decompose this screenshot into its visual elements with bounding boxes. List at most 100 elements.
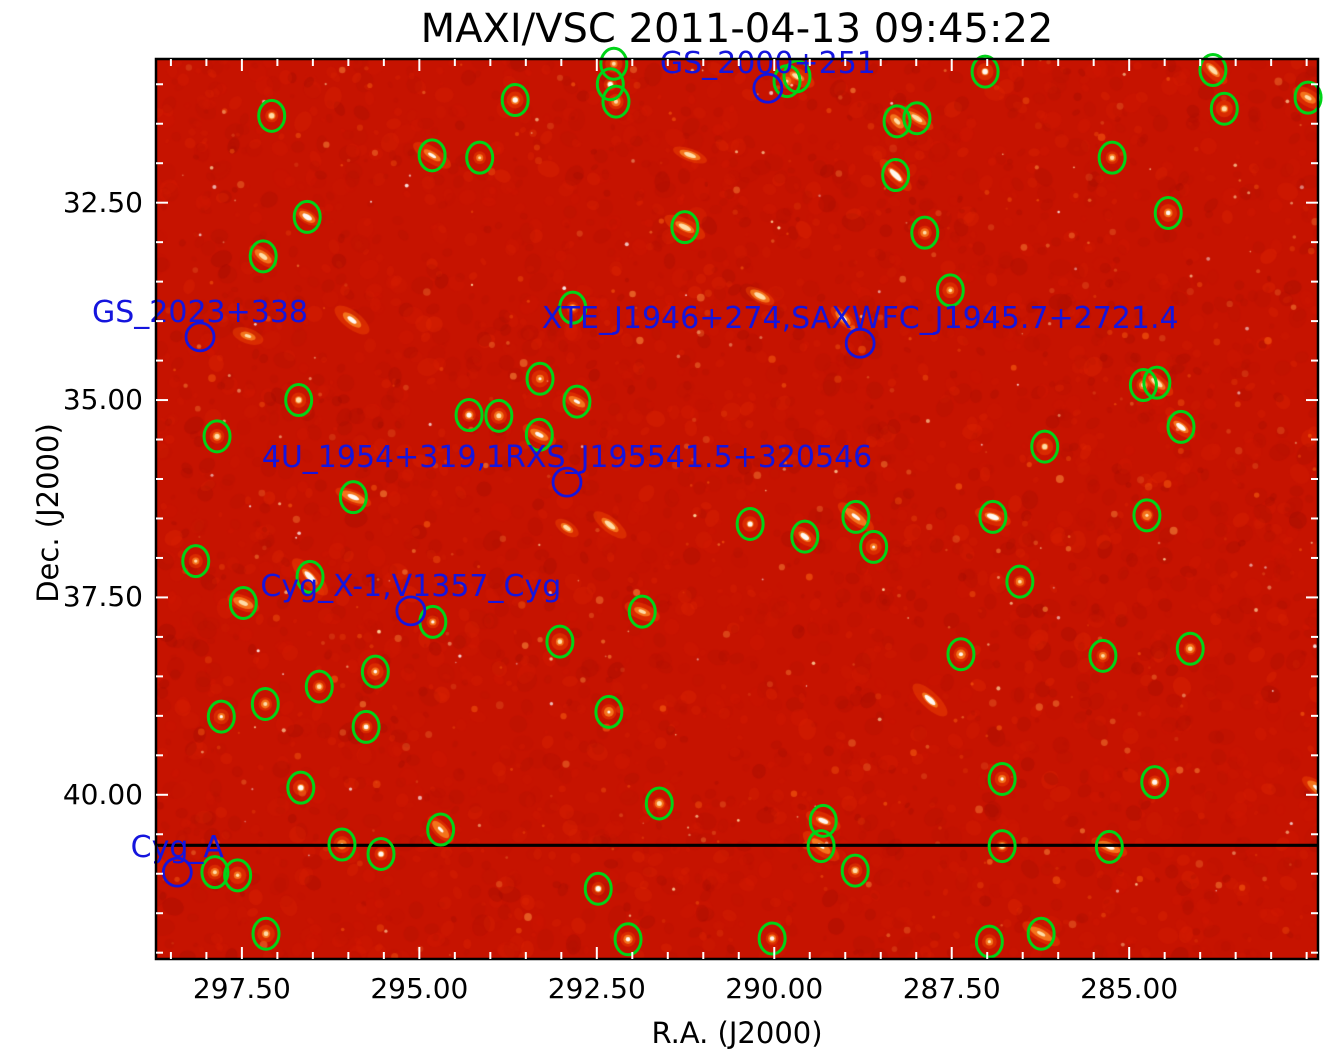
detection-circle — [841, 499, 871, 534]
detection-circle — [200, 855, 230, 890]
detection-circle — [1175, 631, 1205, 666]
labeled-source-circle — [844, 327, 876, 359]
y-tick-label: 32.50 — [62, 185, 143, 219]
detection-circle — [1166, 409, 1196, 444]
detection-circle — [562, 384, 592, 419]
source-label: GS_2000+251 — [660, 46, 876, 81]
detection-circle — [223, 858, 253, 893]
labeled-source-circle — [161, 856, 193, 888]
detection-circle — [525, 361, 555, 396]
detection-circle — [360, 654, 390, 689]
detection-circle — [1005, 564, 1035, 599]
sky-image-canvas — [156, 59, 1318, 959]
detection-circle — [484, 398, 514, 433]
detection-circle — [1209, 91, 1239, 126]
source-label: XTE_J1946+274,SAXWFC_J1945.7+2721.4 — [542, 301, 1179, 336]
detection-circle — [524, 417, 554, 452]
detection-circle — [351, 709, 381, 744]
x-tick-label: 292.50 — [547, 972, 646, 1005]
detection-circle — [1142, 365, 1172, 400]
detection-circle — [257, 98, 287, 133]
detection-circle — [1088, 638, 1118, 673]
source-label: Cyg_A — [131, 830, 225, 865]
detection-circle — [595, 67, 625, 102]
source-label: Cyg_X-1,V1357_Cyg — [260, 569, 561, 604]
detection-circle — [970, 54, 1000, 89]
detection-circle — [1198, 53, 1228, 88]
detection-circle — [910, 215, 940, 250]
detection-circle — [935, 273, 965, 308]
detection-circle — [627, 594, 657, 629]
detection-circle — [426, 812, 456, 847]
detection-circle — [881, 158, 911, 193]
detection-circle — [613, 922, 643, 957]
detection-circle — [1140, 765, 1170, 800]
source-label: 4U_1954+319,1RXS_J195541.5+320546 — [262, 440, 873, 475]
plot-frame — [154, 57, 1320, 961]
x-axis-label: R.A. (J2000) — [651, 1016, 823, 1050]
detection-circle — [1097, 140, 1127, 175]
labeled-source-circle — [395, 595, 427, 627]
detection-circle — [1153, 195, 1183, 230]
detection-circle — [583, 871, 613, 906]
detection-circle — [882, 104, 912, 139]
detection-circle — [304, 669, 334, 704]
detection-circle — [454, 398, 484, 433]
x-tick-label: 297.50 — [192, 972, 291, 1005]
detection-circle — [1128, 368, 1158, 403]
detection-circle — [978, 499, 1008, 534]
detection-circle — [500, 83, 530, 118]
labeled-source-circle — [551, 466, 583, 498]
labeled-source-circle — [184, 321, 216, 353]
detection-circle — [251, 916, 281, 951]
y-tick-label: 35.00 — [62, 383, 143, 417]
detection-circle — [295, 559, 325, 594]
detection-circle — [248, 239, 278, 274]
detection-circle — [1026, 916, 1056, 951]
labeled-source-circle — [752, 72, 784, 104]
detection-circle — [338, 480, 368, 515]
x-tick-label: 287.50 — [902, 972, 1001, 1005]
detection-circle — [601, 84, 631, 119]
detection-circle — [206, 699, 236, 734]
detection-circle — [735, 507, 765, 541]
detection-circle — [859, 529, 889, 564]
detection-circle — [1094, 829, 1124, 864]
detection-circle — [974, 924, 1004, 959]
detection-circle — [465, 140, 495, 175]
detection-circle — [670, 210, 700, 245]
detection-circle — [1030, 429, 1060, 464]
detection-circle — [782, 59, 812, 94]
x-tick-label: 285.00 — [1080, 972, 1179, 1005]
detection-circle — [594, 694, 624, 729]
x-tick-label: 295.00 — [370, 972, 469, 1005]
detection-circle — [840, 853, 870, 888]
y-tick-label: 37.50 — [62, 580, 143, 614]
detection-circle — [806, 829, 836, 864]
detection-circle — [599, 46, 629, 81]
detection-circle — [366, 837, 396, 871]
detection-circle — [250, 687, 280, 721]
detection-circle — [987, 829, 1017, 864]
detection-circle — [902, 101, 932, 136]
detection-circle — [1132, 498, 1162, 533]
detection-circle — [181, 544, 211, 579]
detection-circle — [946, 637, 976, 672]
detection-circle — [327, 827, 357, 862]
detection-circle — [417, 138, 447, 173]
detection-circle — [558, 290, 588, 325]
detection-circle — [644, 786, 674, 821]
detection-circle — [1293, 80, 1323, 115]
detection-circle — [790, 519, 820, 554]
detection-circle — [545, 624, 575, 659]
detection-circle — [202, 419, 232, 454]
source-label: GS_2023+338 — [92, 295, 308, 330]
chart-title: MAXI/VSC 2011-04-13 09:45:22 — [420, 6, 1054, 52]
detection-circle — [228, 585, 258, 620]
x-tick-label: 290.00 — [725, 972, 824, 1005]
detection-circle — [987, 762, 1017, 796]
detection-circle — [284, 383, 314, 418]
y-tick-label: 40.00 — [62, 777, 143, 811]
